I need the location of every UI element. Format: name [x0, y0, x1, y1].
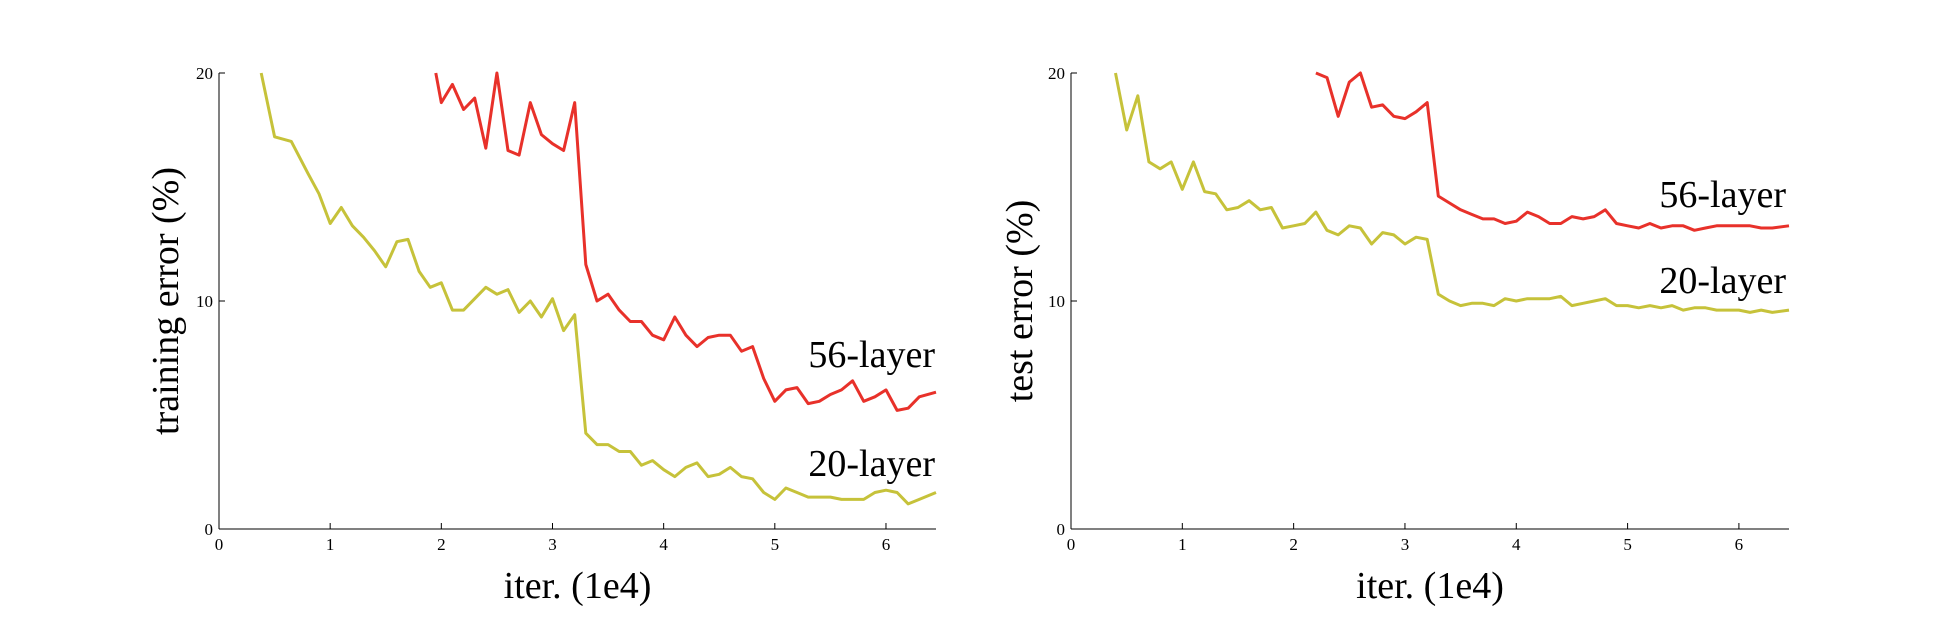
series-line-56-layer	[434, 71, 937, 412]
training-error-panel: 0 1 2 3 4 5 6 0 10 20 iter. (1e4) training error (%…	[145, 64, 937, 607]
series-line-56-layer	[1315, 71, 1790, 232]
x-tick-label: 1	[1178, 535, 1187, 554]
x-tick-label: 0	[215, 535, 224, 554]
x-axis-label: iter. (1e4)	[504, 565, 652, 607]
x-tick-label: 2	[437, 535, 446, 554]
x-axis-label: iter. (1e4)	[1356, 565, 1504, 607]
y-axis-label: training error (%)	[145, 167, 187, 435]
y-tick-label: 20	[196, 64, 213, 83]
y-tick-label: 10	[1048, 292, 1065, 311]
x-tick-label: 3	[1401, 535, 1410, 554]
y-tick-label: 0	[1057, 520, 1066, 539]
y-tick-label: 20	[1048, 64, 1065, 83]
y-axis-label: test error (%)	[999, 200, 1041, 403]
x-tick-label: 6	[1735, 535, 1744, 554]
x-tick-label: 0	[1067, 535, 1076, 554]
x-tick-label: 3	[548, 535, 557, 554]
y-tick-label: 0	[205, 520, 214, 539]
series-line-20-layer	[259, 72, 937, 506]
x-tick-label: 4	[1512, 535, 1521, 554]
y-tick-label: 10	[196, 292, 213, 311]
x-tick-label: 6	[882, 535, 891, 554]
series-label-20-layer: 20-layer	[1659, 260, 1786, 302]
x-tick-label: 2	[1289, 535, 1298, 554]
x-tick-label: 5	[1623, 535, 1632, 554]
x-tick-label: 1	[326, 535, 335, 554]
x-tick-label: 5	[771, 535, 780, 554]
series-line-20-layer	[1114, 72, 1790, 314]
series-label-20-layer: 20-layer	[808, 443, 935, 485]
x-tick-label: 4	[659, 535, 668, 554]
series-label-56-layer: 56-layer	[1659, 174, 1786, 216]
test-error-panel: 0 1 2 3 4 5 6 0 10 20 iter. (1e4) test error (%) 56-…	[999, 64, 1790, 607]
series-label-56-layer: 56-layer	[808, 334, 935, 376]
